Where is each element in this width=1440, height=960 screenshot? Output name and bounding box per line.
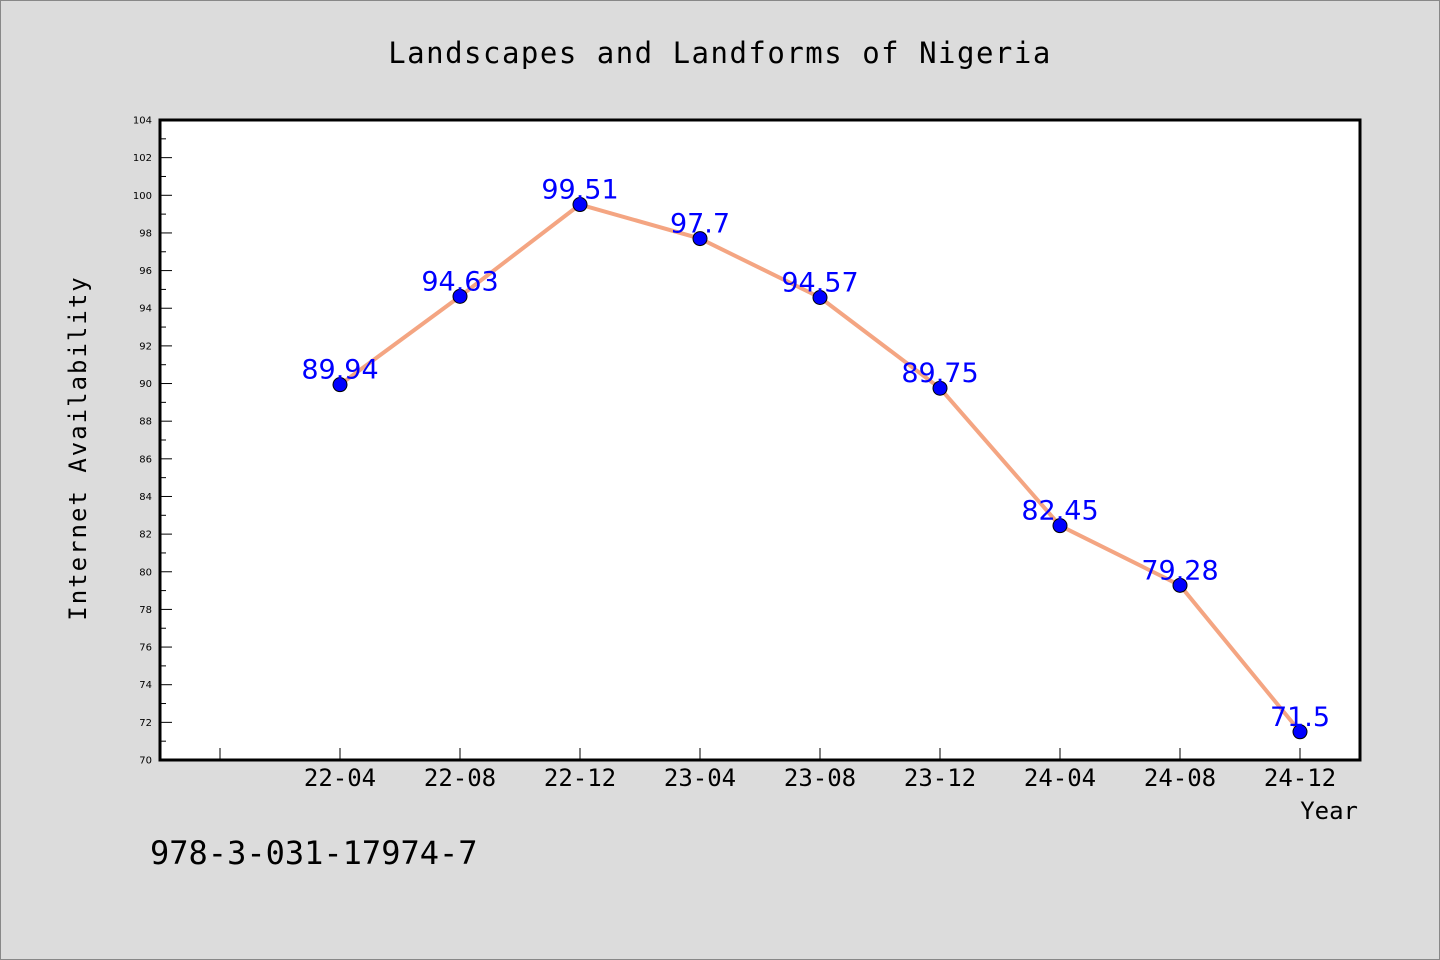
isbn-text: 978-3-031-17974-7 [150, 834, 478, 872]
y-tick-label: 96 [139, 266, 152, 277]
y-tick-label: 92 [139, 341, 152, 352]
y-tick-label: 84 [139, 492, 152, 503]
data-point [692, 231, 708, 247]
y-tick-label: 82 [139, 530, 152, 541]
x-tick-label: 24-04 [1024, 764, 1096, 792]
x-tick-label: 24-08 [1144, 764, 1216, 792]
data-label: 97.7 [670, 209, 730, 240]
data-label: 94.63 [421, 266, 498, 297]
y-tick-label: 100 [133, 191, 152, 202]
y-tick-label: 70 [139, 756, 152, 767]
y-tick-label: 88 [139, 417, 152, 428]
x-tick-label: 22-12 [544, 764, 616, 792]
x-tick-label: 23-12 [904, 764, 976, 792]
data-label: 82.45 [1021, 496, 1098, 527]
data-point [1292, 724, 1308, 740]
y-tick-label: 98 [139, 228, 152, 239]
y-tick-label: 102 [133, 153, 152, 164]
y-tick-label: 86 [139, 454, 152, 465]
data-label: 89.75 [901, 358, 978, 389]
data-label: 79.28 [1141, 555, 1218, 586]
y-tick-label: 78 [139, 605, 152, 616]
data-label: 71.5 [1270, 702, 1330, 733]
data-point [1052, 518, 1068, 534]
chart-title: Landscapes and Landforms of Nigeria [388, 36, 1052, 70]
data-point [572, 197, 588, 213]
y-axis-label: Internet Availability [64, 275, 92, 620]
data-label: 94.57 [781, 268, 858, 299]
x-tick-label: 22-08 [424, 764, 496, 792]
data-point [332, 377, 348, 393]
data-label: 99.51 [541, 175, 618, 206]
data-point [452, 288, 468, 304]
x-axis-ticks: 22-04 22-08 22-12 23-04 23-08 23-12 24-04 24-08… [219, 748, 1336, 792]
y-tick-label: 80 [139, 567, 152, 578]
x-axis-label: Year [1300, 797, 1358, 825]
series-group: 89.94 94.63 99.51 97.7 94.57 89.75 82.45 79.28 7… [301, 175, 1330, 740]
data-point [812, 290, 828, 306]
x-tick-label: 23-04 [664, 764, 736, 792]
y-tick-label: 76 [139, 643, 152, 654]
x-tick-label: 22-04 [304, 764, 376, 792]
x-tick-label: 24-12 [1264, 764, 1336, 792]
y-tick-label: 104 [133, 116, 152, 127]
y-tick-label: 72 [139, 718, 152, 729]
data-point [932, 380, 948, 396]
y-tick-label: 90 [139, 379, 152, 390]
plot-area [158, 118, 1362, 762]
x-tick-label: 23-08 [784, 764, 856, 792]
data-point [1172, 577, 1188, 593]
y-axis-ticks: 70 72 74 76 78 80 82 84 86 88 90 92 94 96 98 100 102 104 [133, 116, 172, 767]
y-tick-label: 94 [139, 304, 152, 315]
y-tick-label: 74 [139, 680, 152, 691]
data-label: 89.94 [301, 355, 378, 386]
